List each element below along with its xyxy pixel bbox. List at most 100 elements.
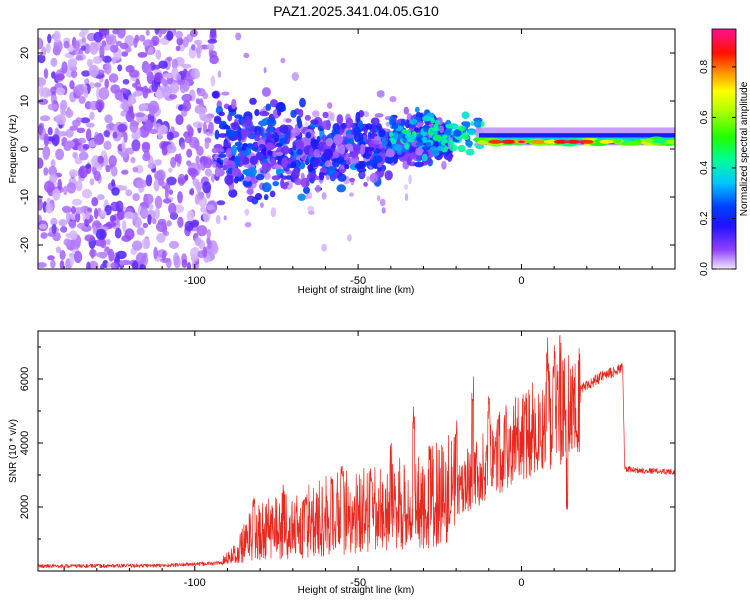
spectrogram-noise-blob <box>168 240 180 249</box>
spectrogram-noise-blob <box>139 34 146 42</box>
spectrogram-signal-blob <box>315 184 321 193</box>
spectrogram-signal-blob <box>218 120 227 126</box>
spectrogram-noise-blob <box>155 159 162 165</box>
spectrogram-noise-blob <box>152 217 157 225</box>
spectrogram-signal-blob <box>246 188 254 195</box>
spectrogram-noise-blob <box>186 210 195 223</box>
spectrogram-noise-blob <box>45 202 54 214</box>
spectrogram-noise-blob <box>166 56 173 62</box>
spectrogram-signal-blob <box>255 173 265 181</box>
spectrogram-noise-blob <box>38 54 46 64</box>
spectrogram-noise-blob <box>196 145 204 156</box>
spectrogram-noise-blob <box>84 234 95 242</box>
spectrogram-noise-blob <box>106 36 117 46</box>
spectrogram-noise-blob <box>82 143 90 150</box>
spectrogram-noise-blob <box>243 52 250 59</box>
spectrogram-noise-blob <box>68 169 79 178</box>
spectrogram-signal-blob <box>266 131 272 141</box>
spectrogram-noise-blob <box>95 228 107 240</box>
spectrogram-noise-blob <box>105 164 111 173</box>
spectrogram-signal-blob <box>254 109 260 117</box>
spectrogram-signal-blob <box>249 97 257 105</box>
spectrogram-noise-blob <box>81 188 92 199</box>
spectrogram-noise-blob <box>94 208 99 220</box>
spectrogram-signal-blob <box>353 144 361 152</box>
spectrogram-noise-blob <box>160 77 167 85</box>
spectrogram-signal-blob <box>414 106 420 113</box>
spectrogram-signal-blob <box>325 137 334 147</box>
spectrogram-noise-blob <box>43 133 50 147</box>
spectrogram-signal-blob <box>433 134 442 142</box>
spectrogram-signal-blob <box>214 166 220 177</box>
y-tick-label: -20 <box>19 237 31 253</box>
spectrogram-noise-blob <box>140 206 149 219</box>
spectrogram-signal-blob <box>336 184 347 193</box>
spectrogram-noise-blob <box>347 234 352 242</box>
spectrogram-signal-blob <box>333 134 343 145</box>
spectrogram-noise-blob <box>160 125 168 135</box>
spectrogram-noise-blob <box>190 247 201 260</box>
spectrogram-noise-blob <box>173 204 185 214</box>
spectrogram-noise-blob <box>244 208 250 216</box>
spectrogram-signal-blob <box>392 132 399 140</box>
spectrogram-signal-blob <box>404 144 410 150</box>
spectrogram-noise-blob <box>379 198 386 207</box>
spectrogram-noise-blob <box>81 70 91 77</box>
spectrogram-noise-blob <box>206 169 212 177</box>
spectrogram-signal-blob <box>326 165 336 177</box>
spectrogram-noise-blob <box>184 174 189 181</box>
spectrogram-noise-blob <box>366 176 370 182</box>
spectrogram-noise-blob <box>207 38 218 44</box>
spectrogram-signal-blob <box>350 150 359 158</box>
spectrogram-signal-blob <box>270 157 276 163</box>
spectrogram-noise-blob <box>155 221 167 233</box>
spectrogram-noise-blob <box>158 60 168 69</box>
colorbar-gradient <box>712 29 736 269</box>
y-tick-label: 2000 <box>19 495 31 519</box>
spectrogram-noise-blob <box>99 45 105 58</box>
spectrogram-noise-blob <box>55 87 66 96</box>
spectrogram-signal-blob <box>231 98 237 110</box>
spectrogram-noise-blob <box>130 156 136 164</box>
spectrogram-noise-blob <box>66 211 71 224</box>
spectrogram-signal-blob <box>338 144 346 155</box>
spectrogram-noise-blob <box>75 211 81 223</box>
spectrogram-signal-blob <box>251 146 258 151</box>
spectrogram-signal-blob <box>406 156 411 166</box>
spectrogram-noise-blob <box>115 40 123 47</box>
spectrogram-signal-blob <box>458 125 466 132</box>
spectrogram-noise-blob <box>194 181 203 191</box>
spectrogram-signal-blob <box>303 186 310 194</box>
spectrogram-noise-blob <box>108 73 119 83</box>
spectrogram-noise-blob <box>312 110 320 118</box>
spectrogram-signal-blob <box>224 174 234 186</box>
spectrogram-signal-blob <box>296 148 303 156</box>
spectrogram-noise-blob <box>115 200 124 213</box>
spectrogram-signal-blob <box>282 183 288 190</box>
spectrogram-signal-blob <box>377 163 382 168</box>
spectrogram-signal-blob <box>360 171 366 178</box>
spectrogram-noise-blob <box>177 191 183 204</box>
spectrogram-noise-blob <box>166 131 174 141</box>
carrier-blob <box>611 138 622 143</box>
spectrogram-signal-blob <box>241 146 247 151</box>
x-tick-label: -100 <box>184 577 206 589</box>
spectrogram-noise-blob <box>70 70 78 79</box>
spectrogram-signal-blob <box>263 194 269 201</box>
spectrogram-signal-blob <box>369 172 379 183</box>
spectrogram-noise-blob <box>39 223 48 230</box>
spectrogram-noise-blob <box>176 37 184 46</box>
spectrogram-noise-blob <box>103 154 109 168</box>
spectrogram-noise-blob <box>96 251 107 258</box>
spectrogram-noise-blob <box>135 86 144 92</box>
spectrogram-signal-blob <box>437 145 444 151</box>
spectrogram-signal-blob <box>211 147 219 154</box>
spectrogram-noise-blob <box>78 151 89 161</box>
spectrogram-signal-blob <box>344 164 350 170</box>
spectrogram-noise-blob <box>182 100 191 112</box>
spectrogram-noise-blob <box>151 79 158 93</box>
spectrogram-noise-blob <box>168 202 177 215</box>
spectrogram-noise-blob <box>59 260 65 269</box>
spectrogram-noise-blob <box>39 115 51 122</box>
spectrogram-noise-blob <box>93 170 101 182</box>
